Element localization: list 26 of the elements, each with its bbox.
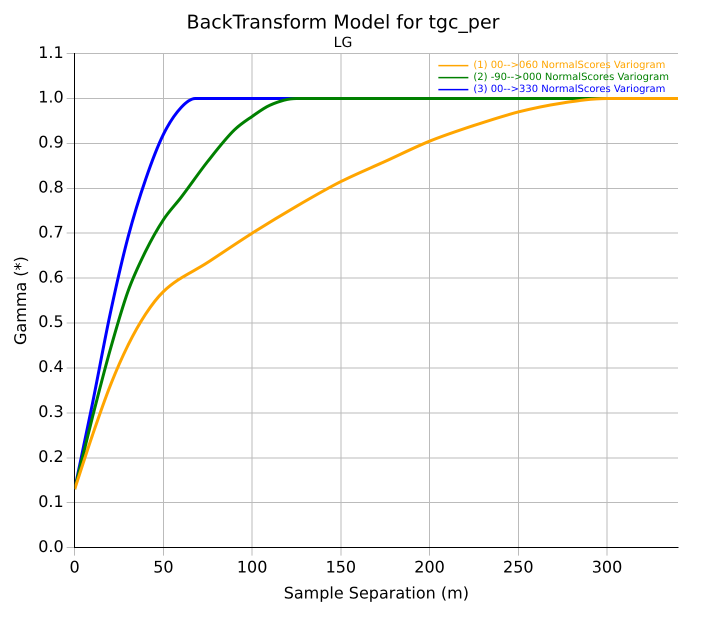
x-tick-label: 50	[153, 557, 174, 576]
x-tick-label: 150	[326, 557, 356, 576]
y-tick-label: 0.4	[38, 357, 64, 376]
legend-label: (2) -90-->000 NormalScores Variogram	[473, 72, 670, 84]
legend-label: (3) 00-->330 NormalScores Variogram	[473, 84, 666, 96]
x-tick-label: 200	[414, 557, 445, 576]
y-tick-label: 0.6	[38, 267, 64, 286]
y-tick-label: 0.0	[38, 536, 64, 556]
y-axis-title: Gamma (*)	[10, 256, 30, 345]
y-tick-label: 0.9	[38, 132, 64, 152]
y-tick-label: 0.5	[38, 312, 64, 332]
chart-title: BackTransform Model for tgc_per	[186, 11, 500, 34]
x-tick-label: 0	[70, 557, 80, 576]
y-tick-label: 0.3	[38, 402, 64, 422]
x-axis-title: Sample Separation (m)	[284, 584, 469, 603]
y-tick-label: 0.1	[38, 492, 64, 511]
x-tick-label: 300	[592, 557, 622, 576]
y-tick-label: 1.1	[38, 42, 64, 62]
legend-label: (1) 00-->060 NormalScores Variogram	[473, 60, 666, 72]
y-tick-label: 0.8	[38, 177, 64, 196]
x-tick-label: 100	[236, 557, 268, 576]
y-tick-label: 0.2	[38, 446, 64, 466]
y-tick-label: 0.7	[38, 222, 64, 242]
y-tick-label: 1.0	[38, 88, 64, 107]
x-tick-label: 250	[503, 557, 534, 576]
chart-subtitle: LG	[334, 34, 352, 51]
